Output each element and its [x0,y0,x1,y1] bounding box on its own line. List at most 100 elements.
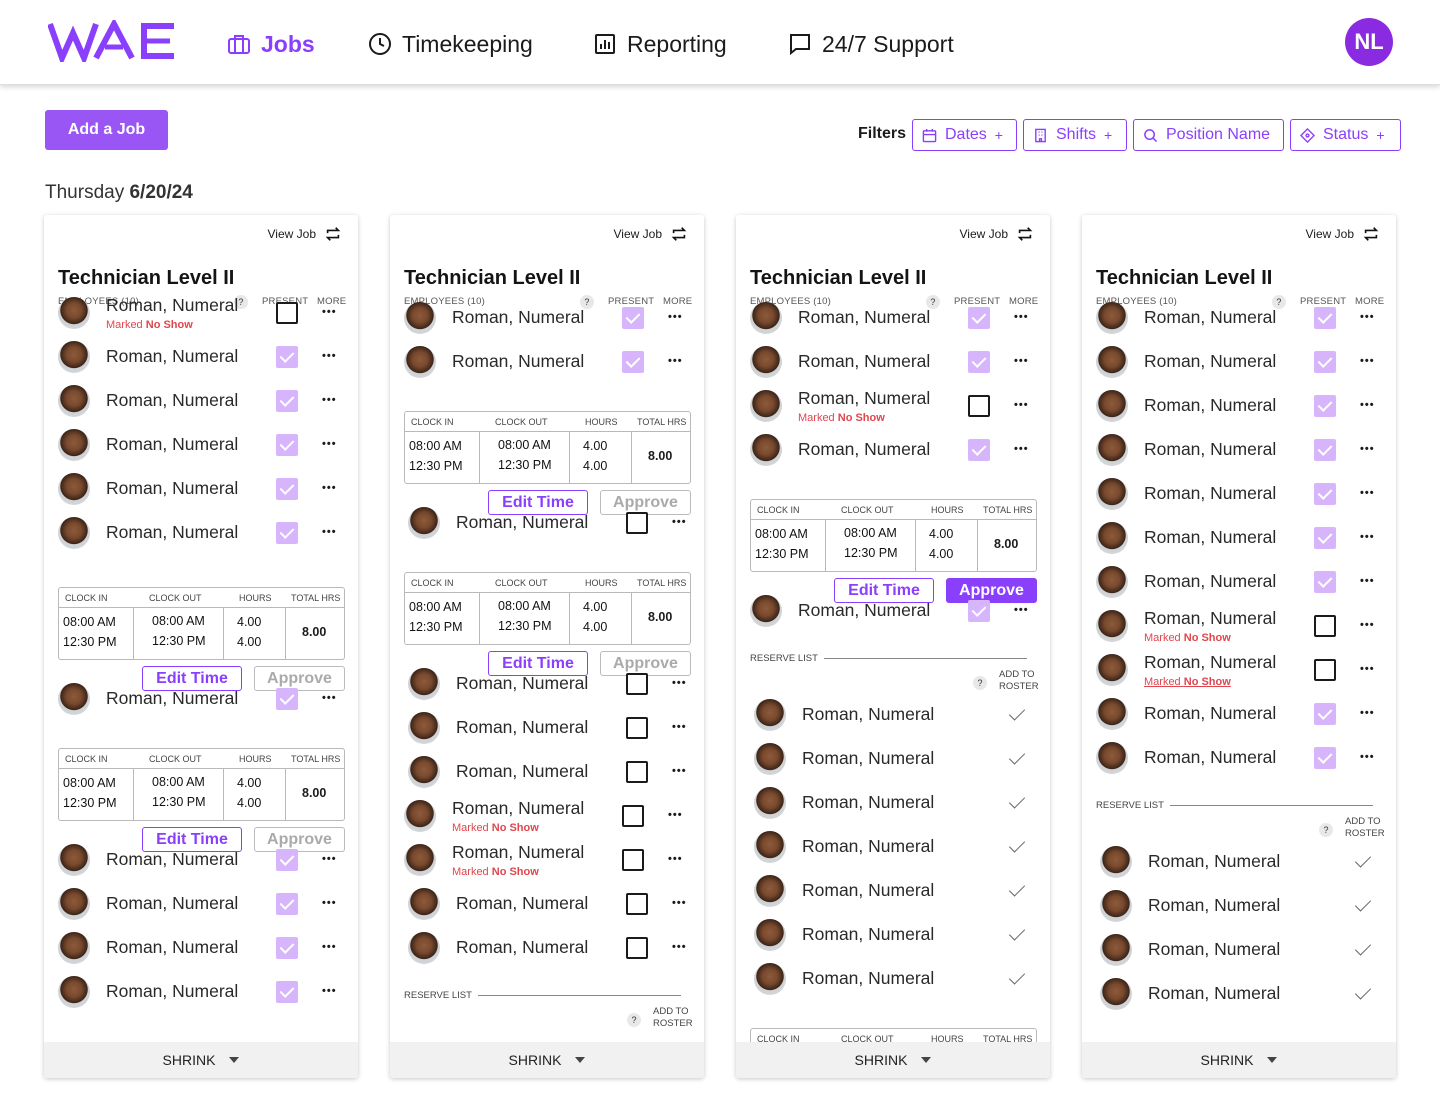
more-options-icon[interactable]: ••• [1360,575,1375,587]
employee-name[interactable]: Roman, Numeral [1144,395,1277,415]
nav-reporting[interactable]: Reporting [593,29,727,59]
employee-name[interactable]: Roman, Numeral [456,893,589,913]
more-options-icon[interactable]: ••• [322,482,337,494]
present-checkbox[interactable] [276,981,298,1003]
employee-name[interactable]: Roman, Numeral [1144,307,1277,327]
present-checkbox[interactable] [1314,351,1336,373]
more-options-icon[interactable]: ••• [322,985,337,997]
employee-name[interactable]: Roman, Numeral [802,748,935,768]
employee-name[interactable]: Roman, Numeral [452,351,585,371]
more-options-icon[interactable]: ••• [1360,751,1375,763]
check-icon[interactable] [1008,880,1026,897]
help-icon[interactable]: ? [1272,295,1286,309]
edit-time-button[interactable]: Edit Time [488,490,588,515]
filter-shifts[interactable]: Shifts + [1023,119,1127,151]
employee-name[interactable]: Roman, Numeral [1144,571,1277,591]
employee-name[interactable]: Roman, Numeral [1148,895,1281,915]
more-options-icon[interactable]: ••• [668,853,683,865]
present-checkbox[interactable] [1314,659,1336,681]
employee-name[interactable]: Roman, Numeral [106,346,239,366]
employee-name[interactable]: Roman, Numeral [106,937,239,957]
help-icon[interactable]: ? [926,295,940,309]
employee-name[interactable]: Roman, Numeral [1148,851,1281,871]
present-checkbox[interactable] [626,512,648,534]
add-to-roster-label[interactable]: ADD TO ROSTER [1345,816,1385,839]
check-icon[interactable] [1008,924,1026,941]
more-options-icon[interactable]: ••• [1014,311,1029,323]
present-checkbox[interactable] [276,390,298,412]
shrink-toggle[interactable]: SHRINK [736,1042,1050,1078]
filter-dates[interactable]: Dates + [912,119,1017,151]
more-options-icon[interactable]: ••• [672,516,687,528]
employee-name[interactable]: Roman, Numeral [802,792,935,812]
present-checkbox[interactable] [1314,615,1336,637]
more-options-icon[interactable]: ••• [668,809,683,821]
employee-name[interactable]: Roman, Numeral [1144,351,1277,371]
employee-name[interactable]: Roman, Numeral [1148,939,1281,959]
nav-jobs[interactable]: Jobs [227,29,315,59]
shrink-toggle[interactable]: SHRINK [1082,1042,1396,1078]
present-checkbox[interactable] [1314,395,1336,417]
employee-name[interactable]: Roman, Numeral [452,307,585,327]
employee-name[interactable]: Roman, Numeral [1144,747,1277,767]
present-checkbox[interactable] [968,395,990,417]
more-options-icon[interactable]: ••• [1360,707,1375,719]
more-options-icon[interactable]: ••• [1360,443,1375,455]
employee-name[interactable]: Roman, Numeral [452,842,585,862]
help-icon[interactable]: ? [627,1013,641,1027]
edit-time-button[interactable]: Edit Time [142,827,242,852]
present-checkbox[interactable] [1314,571,1336,593]
employee-name[interactable]: Roman, Numeral [456,512,589,532]
employee-name[interactable]: Roman, Numeral [1144,652,1277,672]
more-options-icon[interactable]: ••• [322,692,337,704]
view-job-link[interactable]: View Job [268,225,342,243]
help-icon[interactable]: ? [234,295,248,309]
more-options-icon[interactable]: ••• [1360,399,1375,411]
approve-button[interactable]: Approve [254,827,345,852]
employee-name[interactable]: Roman, Numeral [106,688,239,708]
edit-time-button[interactable]: Edit Time [488,651,588,676]
present-checkbox[interactable] [622,849,644,871]
present-checkbox[interactable] [968,351,990,373]
present-checkbox[interactable] [626,673,648,695]
view-job-link[interactable]: View Job [960,225,1034,243]
view-job-link[interactable]: View Job [614,225,688,243]
employee-name[interactable]: Roman, Numeral [106,849,239,869]
employee-name[interactable]: Roman, Numeral [1144,527,1277,547]
employee-name[interactable]: Roman, Numeral [802,836,935,856]
employee-name[interactable]: Roman, Numeral [106,981,239,1001]
more-options-icon[interactable]: ••• [1014,355,1029,367]
present-checkbox[interactable] [626,893,648,915]
add-to-roster-label[interactable]: ADD TO ROSTER [653,1006,693,1029]
employee-name[interactable]: Roman, Numeral [798,600,931,620]
more-options-icon[interactable]: ••• [1014,399,1029,411]
check-icon[interactable] [1008,748,1026,765]
check-icon[interactable] [1354,895,1372,912]
more-options-icon[interactable]: ••• [668,311,683,323]
more-options-icon[interactable]: ••• [322,438,337,450]
check-icon[interactable] [1354,851,1372,868]
employee-name[interactable]: Roman, Numeral [1144,483,1277,503]
nav-timekeeping[interactable]: Timekeeping [368,29,533,59]
help-icon[interactable]: ? [1319,823,1333,837]
employee-name[interactable]: Roman, Numeral [798,439,931,459]
help-icon[interactable]: ? [580,295,594,309]
repeat-icon[interactable] [1362,225,1380,243]
employee-name[interactable]: Roman, Numeral [798,388,931,408]
more-options-icon[interactable]: ••• [672,721,687,733]
more-options-icon[interactable]: ••• [672,897,687,909]
employee-name[interactable]: Roman, Numeral [1144,608,1277,628]
employee-name[interactable]: Roman, Numeral [798,307,931,327]
employee-name[interactable]: Roman, Numeral [802,704,935,724]
present-checkbox[interactable] [1314,703,1336,725]
more-options-icon[interactable]: ••• [672,677,687,689]
employee-name[interactable]: Roman, Numeral [456,673,589,693]
present-checkbox[interactable] [276,937,298,959]
employee-name[interactable]: Roman, Numeral [798,351,931,371]
employee-name[interactable]: Roman, Numeral [106,893,239,913]
more-options-icon[interactable]: ••• [322,350,337,362]
present-checkbox[interactable] [276,893,298,915]
filter-status[interactable]: Status + [1290,119,1401,151]
present-checkbox[interactable] [626,761,648,783]
add-job-button[interactable]: Add a Job [45,110,168,150]
